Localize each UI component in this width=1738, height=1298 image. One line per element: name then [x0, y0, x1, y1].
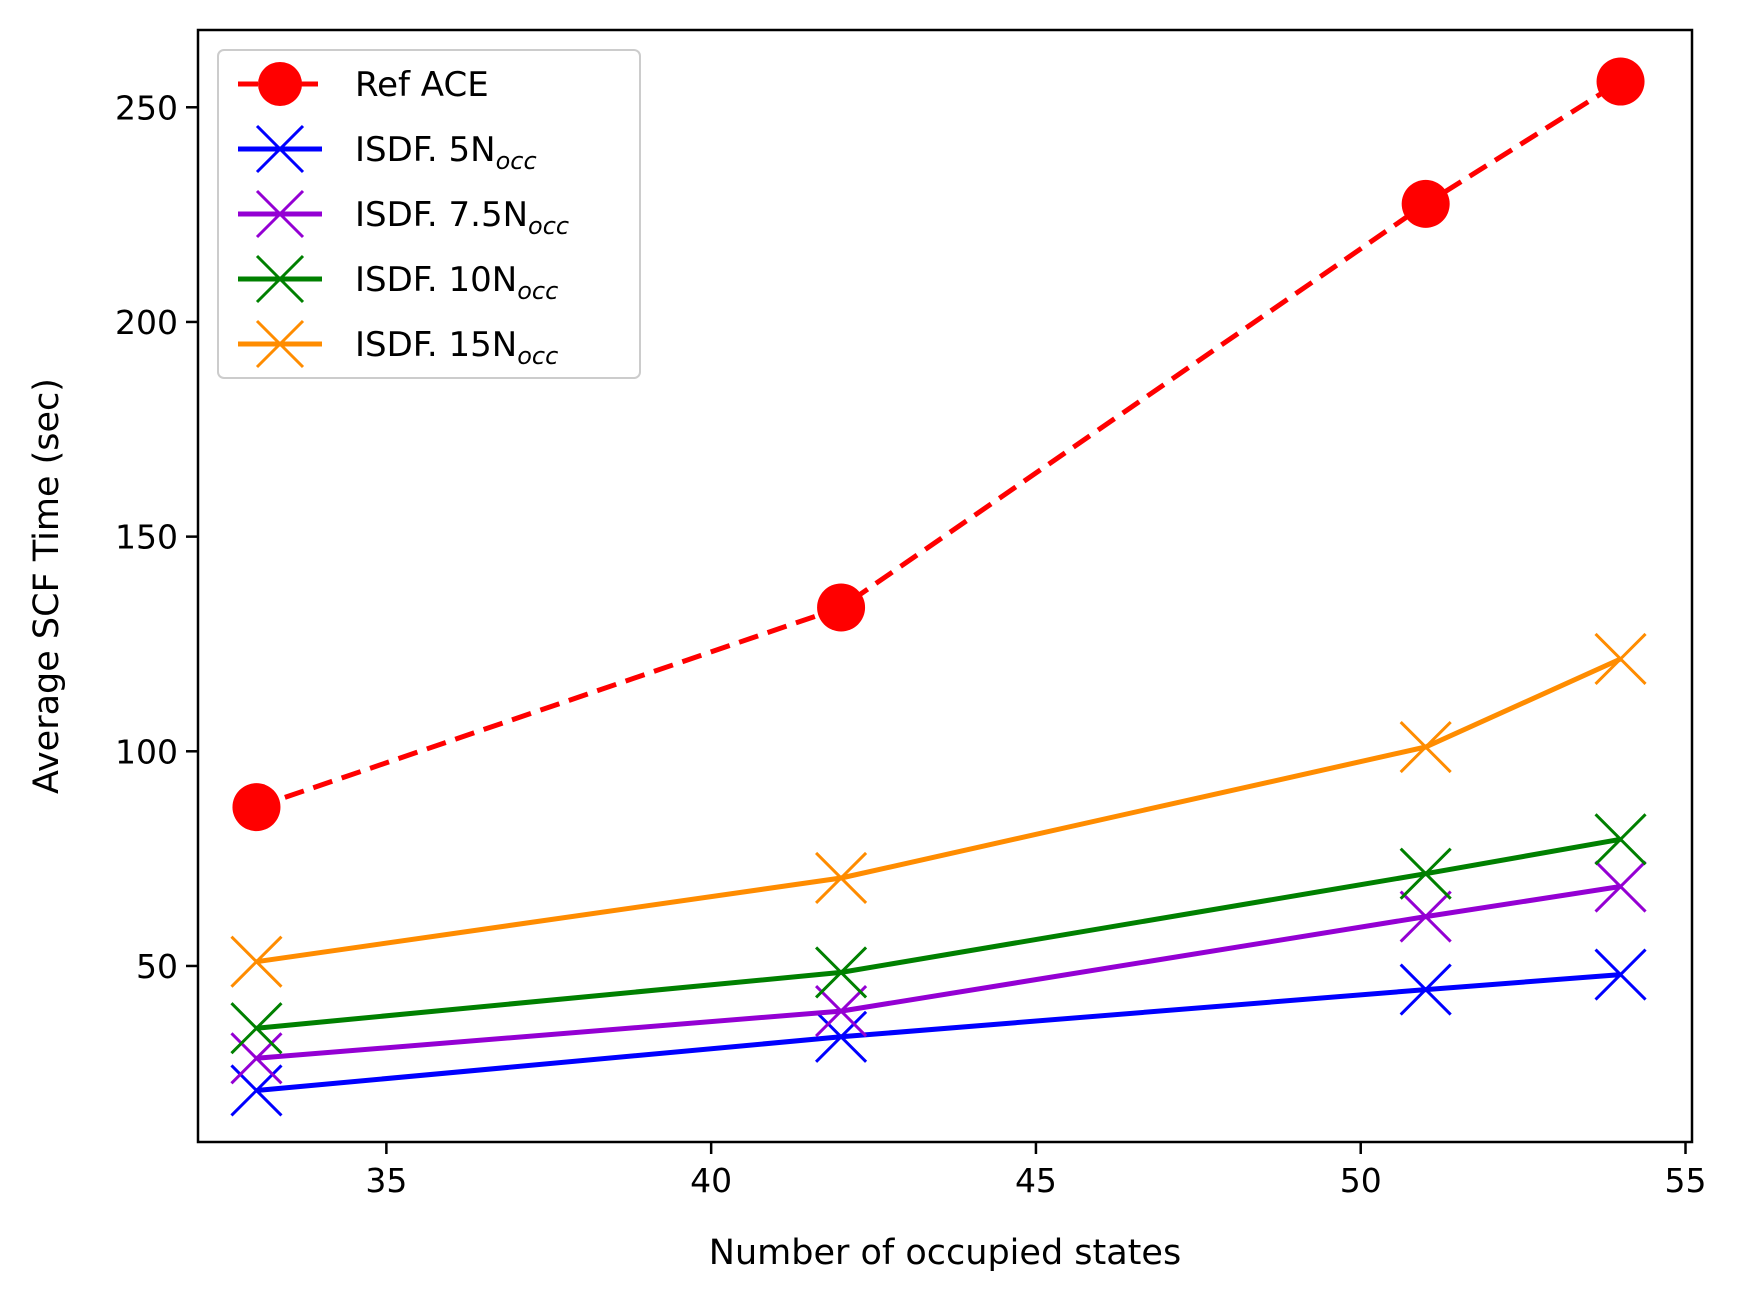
- legend-label: ISDF. 15Nocc: [355, 325, 558, 370]
- data-point: [230, 1002, 283, 1055]
- legend-entry-0: Ref ACE: [238, 62, 489, 106]
- legend-entry-3: ISDF. 10Nocc: [238, 254, 558, 305]
- data-point: [1594, 813, 1647, 866]
- series-4: [230, 632, 1647, 988]
- series-line-1: [256, 972, 1621, 1093]
- legend-label-main: ISDF. 15N: [355, 325, 517, 365]
- legend-label-main: ISDF. 5N: [355, 130, 496, 170]
- x-tick-label: 50: [1340, 1161, 1382, 1200]
- legend-marker: [258, 62, 302, 106]
- legend-marker: [255, 124, 305, 174]
- legend-label-main: ISDF. 7.5N: [355, 195, 528, 235]
- series-3: [230, 813, 1647, 1055]
- data-point: [1401, 179, 1450, 228]
- data-point: [230, 1032, 283, 1085]
- x-tick-label: 45: [1015, 1161, 1057, 1200]
- axes-frame: [196, 28, 1694, 1144]
- series-2: [230, 860, 1647, 1085]
- y-tick-label: 200: [115, 303, 178, 342]
- data-point: [815, 1010, 868, 1063]
- legend-label: ISDF. 5Nocc: [355, 130, 537, 175]
- axes: 35 40 45 50 55 50 100 150 200 250: [115, 28, 1707, 1200]
- series-line-4: [256, 656, 1622, 965]
- series-line-0: [255, 79, 1622, 810]
- plot-area: [230, 57, 1647, 1117]
- legend-label-subscript: occ: [517, 342, 558, 370]
- data-point: [230, 935, 283, 988]
- data-point: [1594, 948, 1647, 1001]
- y-tick-label: 250: [115, 88, 178, 127]
- legend-label-subscript: occ: [496, 147, 537, 175]
- legend-entry-2: ISDF. 7.5Nocc: [238, 189, 569, 240]
- x-axis-label: Number of occupied states: [709, 1233, 1181, 1273]
- legend-label-main: ISDF. 10N: [355, 260, 517, 300]
- legend-label: ISDF. 7.5Nocc: [355, 195, 569, 240]
- data-point: [232, 783, 281, 832]
- legend-marker: [255, 254, 305, 304]
- series-line-2: [256, 884, 1621, 1061]
- y-tick-label: 150: [115, 518, 178, 557]
- series-line-3: [256, 836, 1621, 1031]
- y-axis-label: Average SCF Time (sec): [27, 378, 67, 794]
- data-point: [1399, 890, 1452, 943]
- legend-label-subscript: occ: [528, 212, 569, 240]
- legend-marker: [255, 319, 305, 369]
- legend-label: Ref ACE: [355, 65, 489, 105]
- data-point: [1399, 720, 1452, 774]
- y-tick-label: 50: [136, 947, 178, 986]
- x-tick-label: 35: [365, 1161, 407, 1200]
- legend-label-subscript: occ: [517, 277, 558, 305]
- legend-label: ISDF. 10Nocc: [355, 260, 558, 305]
- data-point: [1596, 57, 1645, 106]
- y-tick-label: 100: [115, 732, 178, 771]
- legend-entry-4: ISDF. 15Nocc: [238, 319, 558, 370]
- legend-entry-1: ISDF. 5Nocc: [238, 124, 537, 175]
- data-point: [815, 984, 868, 1038]
- series-0: [232, 57, 1645, 832]
- data-point: [817, 583, 866, 632]
- data-point: [1399, 963, 1452, 1016]
- data-point: [1594, 860, 1647, 913]
- data-point: [815, 946, 868, 999]
- x-tick-label: 40: [690, 1161, 732, 1200]
- data-point: [1399, 847, 1452, 900]
- legend-label-main: Ref ACE: [355, 65, 489, 105]
- legend-box: [217, 49, 641, 379]
- x-tick-label: 55: [1665, 1161, 1707, 1200]
- data-point: [1594, 632, 1647, 686]
- data-point: [815, 851, 868, 905]
- legend-marker: [255, 189, 305, 239]
